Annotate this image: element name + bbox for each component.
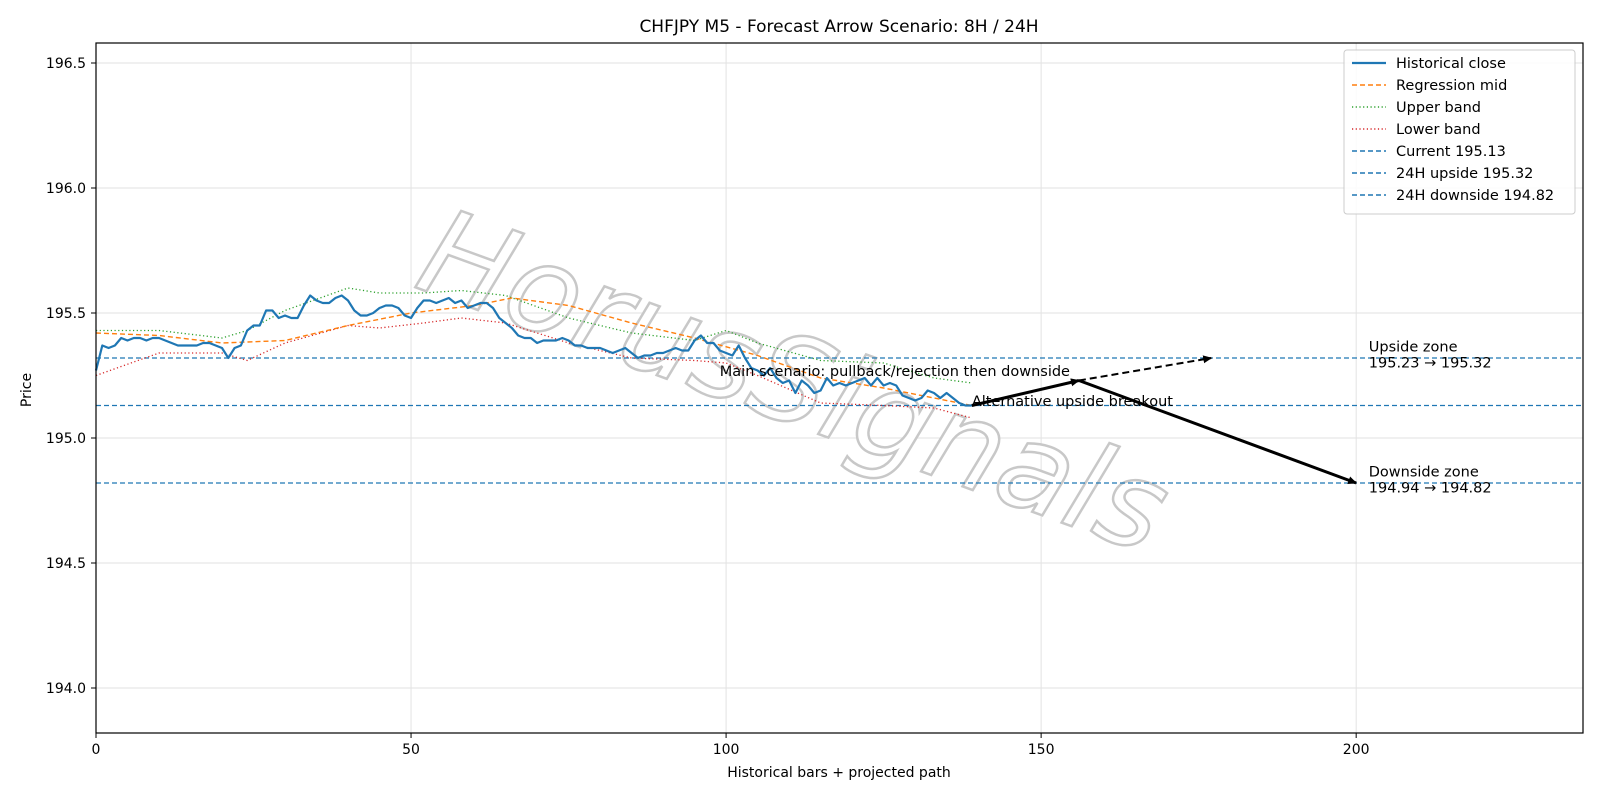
x-tick-label: 0: [92, 742, 101, 758]
scenario-arrows: [971, 355, 1358, 485]
series-group: [94, 287, 972, 419]
plot-frame: [95, 42, 1584, 734]
x-axis-ticks: 0 50 100 150 200: [92, 733, 1370, 758]
downside-zone-range: 194.94 → 194.82: [1369, 481, 1492, 497]
legend: Historical close Regression mid Upper band…: [1343, 49, 1576, 215]
annotations: Main scenario: pullback/rejection then d…: [720, 340, 1492, 497]
legend-label: Historical close: [1396, 56, 1506, 72]
legend-label: 24H downside 194.82: [1396, 188, 1554, 204]
x-tick-label: 100: [713, 742, 740, 758]
upside-zone-title: Upside zone: [1369, 340, 1458, 356]
y-tick-label: 195.0: [46, 431, 86, 447]
scenario-arrow: [1078, 379, 1358, 485]
x-axis-label: Historical bars + projected path: [727, 765, 951, 781]
main-scenario-label: Main scenario: pullback/rejection then d…: [720, 364, 1070, 380]
y-tick-label: 194.5: [46, 556, 86, 572]
y-axis-ticks: 194.0 194.5 195.0 195.5 196.0 196.5: [46, 56, 96, 697]
x-tick-label: 200: [1343, 742, 1370, 758]
legend-label: Regression mid: [1396, 78, 1507, 94]
y-tick-label: 195.5: [46, 306, 86, 322]
y-tick-label: 196.0: [46, 181, 86, 197]
downside-zone-title: Downside zone: [1369, 465, 1479, 481]
scenario-arrow: [971, 378, 1080, 407]
scenario-arrow: [1078, 355, 1213, 382]
alternative-scenario-label: Alternative upside breakout: [972, 394, 1173, 410]
legend-label: Current 195.13: [1396, 144, 1506, 160]
y-axis-label: Price: [19, 373, 35, 407]
legend-label: Upper band: [1396, 100, 1481, 116]
y-tick-label: 196.5: [46, 56, 86, 72]
chart-title: CHFJPY M5 - Forecast Arrow Scenario: 8H …: [639, 17, 1038, 37]
x-tick-label: 50: [402, 742, 420, 758]
legend-label: Lower band: [1396, 122, 1481, 138]
x-tick-label: 150: [1028, 742, 1055, 758]
legend-label: 24H upside 195.32: [1396, 166, 1533, 182]
y-tick-label: 194.0: [46, 681, 86, 697]
series-line: [94, 294, 972, 407]
upside-zone-range: 195.23 → 195.32: [1369, 356, 1492, 372]
grid: [95, 43, 1583, 733]
legend-box: [1343, 49, 1576, 215]
